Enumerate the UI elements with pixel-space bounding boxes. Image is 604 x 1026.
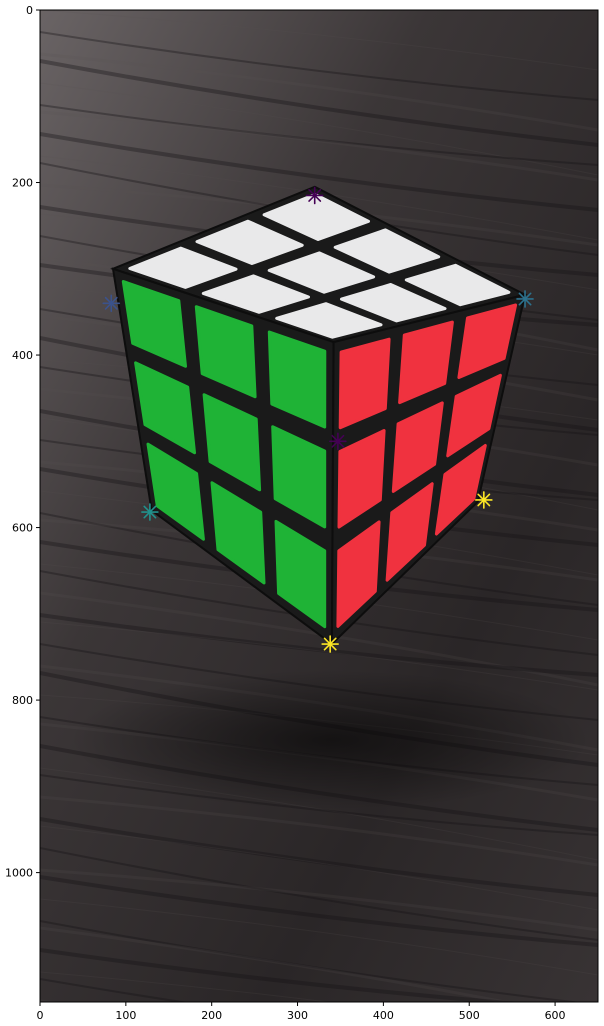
marker-stroke: [143, 505, 157, 519]
right-sticker: [434, 444, 487, 536]
wood-grain-line: [40, 847, 598, 941]
x-tick-label: 200: [201, 1009, 222, 1022]
y-axis: 0 200 400 600 800 1000: [5, 4, 40, 880]
rubiks-cube: [110, 185, 528, 647]
scatter-markers: [102, 186, 534, 653]
wood-grain-line: [40, 104, 598, 166]
wood-grain-line: [40, 795, 598, 867]
scatter-point-point-2: [102, 294, 121, 313]
marker-stroke: [104, 296, 118, 310]
left-sticker: [267, 330, 327, 429]
marker-stroke: [323, 637, 337, 651]
left-sticker: [194, 305, 257, 399]
top-sticker: [267, 251, 376, 294]
wood-grain-line: [40, 948, 521, 1002]
wood-grain-line: [40, 613, 598, 677]
left-sticker: [271, 425, 327, 529]
top-sticker: [128, 246, 238, 289]
plot-frame: [39, 9, 599, 1003]
wood-grain-line: [40, 52, 598, 132]
left-sticker: [121, 280, 187, 368]
right-sticker: [398, 320, 454, 405]
x-axis: 0 100 200 300 400 500 600: [37, 1002, 566, 1022]
marker-stroke: [477, 493, 491, 507]
x-tick-label: 300: [287, 1009, 308, 1022]
top-sticker: [404, 263, 511, 307]
marker-stroke: [331, 434, 345, 448]
marker-stroke: [308, 189, 322, 202]
right-sticker: [391, 401, 444, 493]
left-sticker: [274, 519, 327, 629]
left-sticker: [146, 442, 205, 541]
y-tick-label: 800: [12, 694, 33, 707]
right-sticker: [336, 520, 381, 628]
wood-grain-line: [40, 59, 598, 147]
cube-shadow: [70, 670, 590, 810]
scatter-point-point-1: [305, 186, 324, 205]
wood-grain-line: [40, 10, 598, 71]
x-tick-label: 500: [459, 1009, 480, 1022]
wood-grain-line: [40, 774, 598, 836]
left-sticker: [202, 393, 262, 492]
left-sticker: [210, 481, 266, 585]
right-sticker: [457, 303, 518, 379]
marker-stroke: [518, 292, 532, 306]
scatter-point-point-6: [475, 491, 493, 509]
y-tick-label: 1000: [5, 867, 33, 880]
wood-grain-line: [40, 920, 581, 1002]
scatter-point-point-7: [321, 635, 339, 653]
wood-grain-line: [40, 875, 598, 947]
wood-grain-line: [40, 82, 598, 176]
y-tick-label: 400: [12, 349, 33, 362]
scatter-point-point-4: [329, 432, 347, 451]
y-tick-label: 0: [26, 4, 33, 17]
top-sticker: [201, 274, 310, 314]
left-sticker: [134, 361, 196, 455]
wood-grain-line: [40, 868, 598, 932]
x-tick-label: 0: [37, 1009, 44, 1022]
top-sticker: [333, 228, 441, 274]
photo-image: [40, 10, 598, 1002]
wood-grain-line: [40, 971, 332, 1002]
wood-grain-line: [40, 978, 189, 1002]
x-tick-label: 100: [115, 1009, 136, 1022]
right-sticker: [338, 337, 391, 430]
right-sticker: [337, 429, 386, 529]
wood-grain-line: [40, 926, 514, 1002]
wood-grain-line: [40, 132, 598, 212]
top-sticker: [340, 283, 447, 323]
top-sticker: [275, 302, 383, 339]
wood-grain-line: [40, 31, 598, 101]
y-tick-label: 600: [12, 522, 33, 535]
x-tick-label: 600: [545, 1009, 566, 1022]
wood-grain-line: [40, 898, 598, 976]
wood-grain-line: [40, 825, 598, 911]
y-tick-label: 200: [12, 177, 33, 190]
top-sticker: [262, 192, 370, 241]
wood-grain-line: [40, 621, 598, 691]
scatter-point-point-3: [516, 290, 534, 308]
wood-grain-line: [40, 110, 598, 182]
x-tick-label: 400: [373, 1009, 394, 1022]
right-sticker: [446, 373, 502, 458]
wood-grain-line: [40, 817, 598, 897]
right-sticker: [385, 482, 434, 582]
top-sticker: [195, 219, 304, 265]
scatter-point-point-5: [141, 503, 159, 521]
